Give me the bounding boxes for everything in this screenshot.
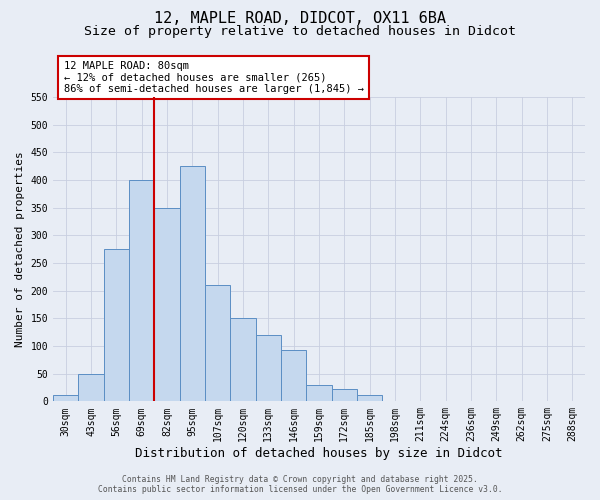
Text: 12, MAPLE ROAD, DIDCOT, OX11 6BA: 12, MAPLE ROAD, DIDCOT, OX11 6BA <box>154 11 446 26</box>
Text: Contains HM Land Registry data © Crown copyright and database right 2025.
Contai: Contains HM Land Registry data © Crown c… <box>98 474 502 494</box>
Y-axis label: Number of detached properties: Number of detached properties <box>15 152 25 347</box>
Text: 12 MAPLE ROAD: 80sqm
← 12% of detached houses are smaller (265)
86% of semi-deta: 12 MAPLE ROAD: 80sqm ← 12% of detached h… <box>64 61 364 94</box>
Bar <box>53 394 79 402</box>
Bar <box>129 180 154 402</box>
Bar <box>307 384 332 402</box>
Bar <box>256 335 281 402</box>
Bar <box>281 350 307 402</box>
Bar <box>332 389 357 402</box>
Bar <box>104 249 129 402</box>
Bar <box>230 318 256 402</box>
Bar <box>179 166 205 402</box>
Bar <box>79 374 104 402</box>
Bar <box>357 394 382 402</box>
Bar <box>205 285 230 402</box>
Text: Size of property relative to detached houses in Didcot: Size of property relative to detached ho… <box>84 25 516 38</box>
X-axis label: Distribution of detached houses by size in Didcot: Distribution of detached houses by size … <box>135 447 503 460</box>
Bar <box>154 208 179 402</box>
